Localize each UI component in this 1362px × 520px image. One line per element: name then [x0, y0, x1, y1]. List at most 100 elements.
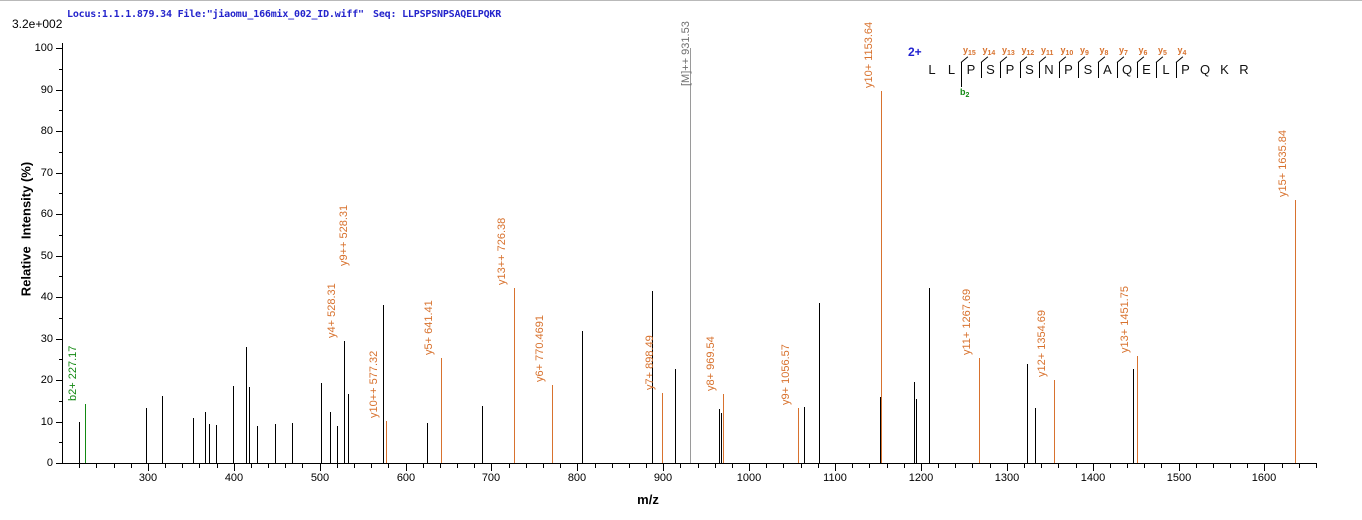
y-minor-tick: [59, 276, 62, 277]
locus-file-header: Locus:1.1.1.879.34 File:"jiaomu_166mix_0…: [67, 9, 364, 20]
peak: [205, 412, 206, 463]
y-fragment-line: [1156, 62, 1157, 78]
y-minor-tick: [59, 69, 62, 70]
x-minor-tick: [302, 464, 303, 468]
x-minor-tick: [251, 464, 252, 468]
residue: y11 N: [1038, 45, 1059, 79]
residue: K: [1215, 62, 1235, 79]
x-tick-label: 900: [653, 472, 673, 484]
x-tick-label: 700: [481, 472, 501, 484]
peak-label: b2+ 227.17: [67, 345, 79, 401]
x-minor-tick: [474, 464, 475, 468]
x-major-tick: [577, 464, 578, 471]
peak: [721, 413, 722, 463]
x-minor-tick: [1230, 464, 1231, 468]
peak-label: y8+ 969.54: [705, 336, 717, 391]
y-minor-tick: [59, 359, 62, 360]
peak-label: y13+ 1451.75: [1119, 286, 1131, 353]
peak: [1035, 408, 1036, 463]
x-minor-tick: [1161, 464, 1162, 468]
x-minor-tick: [1110, 464, 1111, 468]
x-minor-tick: [354, 464, 355, 468]
residue-letter: L: [947, 62, 956, 77]
x-major-tick: [1093, 464, 1094, 471]
x-minor-tick: [1076, 464, 1077, 468]
peak: [514, 288, 515, 463]
x-minor-tick: [371, 464, 372, 468]
x-tick-label: 500: [310, 472, 330, 484]
peak: [146, 408, 147, 463]
x-tick-label: 1200: [908, 472, 934, 484]
peak: [337, 426, 338, 463]
residue-letter: P: [1181, 62, 1190, 77]
peak: [79, 422, 80, 463]
sequence-header: Seq: LLPSPSNPSAQELPQKR: [373, 9, 502, 20]
peak: [233, 386, 234, 463]
peak: [652, 291, 653, 463]
peak: [441, 358, 442, 463]
x-minor-tick: [560, 464, 561, 468]
peak: [979, 358, 980, 463]
y-minor-tick: [59, 442, 62, 443]
y-tick-label: 70: [40, 167, 53, 179]
x-tick-label: 400: [224, 472, 244, 484]
y-fragment-line: [1058, 62, 1060, 78]
peak-label: y6+ 770.4691: [534, 315, 546, 382]
x-minor-tick: [1196, 464, 1197, 468]
x-minor-tick: [938, 464, 939, 468]
x-minor-tick: [114, 464, 115, 468]
x-tick-label: 1600: [1251, 472, 1277, 484]
x-minor-tick: [1127, 464, 1128, 468]
y-major-tick: [56, 422, 62, 423]
residue-letter: L: [928, 62, 936, 77]
x-minor-tick: [1213, 464, 1214, 468]
residue-letter: L: [1162, 62, 1170, 77]
x-major-tick: [406, 464, 407, 471]
peak: [880, 397, 881, 463]
residue: y15 b2 P: [960, 45, 981, 99]
x-minor-tick: [1024, 464, 1025, 468]
y-major-tick: [56, 214, 62, 215]
x-minor-tick: [199, 464, 200, 468]
y-tick-label: 100: [34, 42, 53, 54]
x-tick-label: 1400: [1080, 472, 1106, 484]
x-major-tick: [148, 464, 149, 471]
residue: y10 P: [1058, 45, 1079, 79]
x-minor-tick: [165, 464, 166, 468]
x-minor-tick: [869, 464, 870, 468]
peak: [662, 393, 663, 463]
x-axis: [62, 463, 1317, 464]
y-tick-label: 10: [40, 416, 53, 428]
peak: [193, 418, 194, 463]
peak: [1027, 364, 1028, 463]
peak: [914, 382, 915, 463]
x-minor-tick: [766, 464, 767, 468]
peak-label: y5+ 641.41: [423, 300, 435, 355]
x-major-tick: [663, 464, 664, 471]
residue: y5 L: [1155, 45, 1176, 79]
peak: [292, 423, 293, 463]
x-tick-label: 800: [567, 472, 587, 484]
x-minor-tick: [955, 464, 956, 468]
y-tick-label: 30: [40, 333, 53, 345]
residue-letter: P: [1005, 62, 1015, 77]
y-ion-label: y4: [1177, 45, 1187, 57]
y-minor-tick: [59, 152, 62, 153]
peak: [209, 424, 210, 463]
x-tick-label: 600: [396, 472, 416, 484]
y-minor-tick: [59, 235, 62, 236]
x-minor-tick: [904, 464, 905, 468]
residue: L: [942, 62, 962, 79]
x-minor-tick: [1247, 464, 1248, 468]
peak: [690, 48, 691, 463]
peak-label: y9++ 528.31: [338, 204, 350, 266]
y-major-tick: [56, 90, 62, 91]
peak: [675, 369, 676, 463]
x-minor-tick: [595, 464, 596, 468]
x-minor-tick: [1282, 464, 1283, 468]
residue-letter: S: [986, 62, 995, 77]
x-minor-tick: [96, 464, 97, 468]
y-fragment-line: [961, 62, 962, 78]
x-minor-tick: [1299, 464, 1300, 468]
